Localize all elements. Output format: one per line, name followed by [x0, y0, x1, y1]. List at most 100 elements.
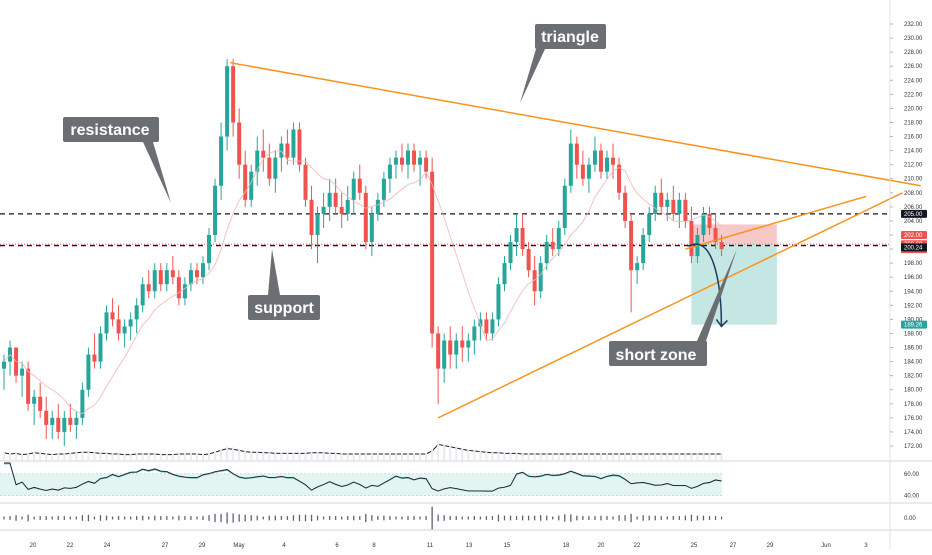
candle-down — [460, 340, 465, 348]
candle-up — [556, 227, 561, 250]
moving-average-line — [3, 150, 722, 415]
price-tick-label: 210.00 — [904, 177, 923, 183]
date-label: 27 — [162, 543, 169, 549]
callout-resistance[interactable]: resistance — [63, 117, 171, 203]
candle-down — [243, 164, 248, 200]
candle-down — [412, 150, 417, 165]
triangle-upper — [229, 61, 921, 187]
candle-down — [719, 242, 724, 250]
candle-down — [617, 164, 622, 193]
candle-down — [448, 340, 453, 355]
price-tick-label: 232.00 — [904, 22, 923, 28]
candle-up — [490, 319, 495, 334]
price-tick-label: 196.00 — [904, 275, 923, 281]
date-label: 27 — [730, 543, 737, 549]
candle-up — [255, 150, 260, 172]
candle-up — [122, 326, 127, 334]
price-tick-label: 198.00 — [904, 261, 923, 267]
price-tick-label: 208.00 — [904, 191, 923, 197]
arrow-head — [715, 318, 728, 328]
price-tick-label: 176.00 — [904, 416, 923, 422]
candle-up — [514, 227, 519, 243]
candle-up — [327, 192, 332, 207]
down-arrow-icon — [688, 243, 728, 328]
candle-up — [104, 312, 109, 334]
callout-short-zone[interactable]: short zone — [609, 249, 737, 366]
candle-down — [110, 312, 115, 320]
candle-up — [605, 157, 609, 172]
candle-down — [176, 277, 181, 299]
price-tag-label: 205.00 — [904, 212, 923, 218]
candle-up — [2, 361, 6, 369]
price-tag: 189.26 — [901, 320, 927, 329]
price-tag-label: 200.24 — [904, 245, 923, 251]
price-tick-label: 178.00 — [904, 402, 923, 408]
date-label: 11 — [427, 543, 434, 549]
price-tick-label: 204.00 — [904, 219, 923, 225]
price-tick-label: 188.00 — [904, 331, 923, 337]
horizontal-levels[interactable] — [0, 213, 890, 247]
candle-up — [62, 417, 67, 432]
candle-down — [339, 206, 344, 214]
candle-up — [164, 270, 169, 285]
callouts[interactable]: triangle resistance support short zone — [63, 24, 737, 366]
candle-up — [213, 185, 218, 235]
price-tick-label: 192.00 — [904, 303, 923, 309]
price-scale[interactable]: 232.00 230.00 228.00 226.00 224.00 222.00 220.… — [889, 0, 923, 550]
candle-up — [568, 143, 573, 186]
candle-up — [351, 178, 356, 200]
date-label: 13 — [466, 543, 473, 549]
candle-down — [267, 157, 272, 179]
candle-up — [291, 129, 296, 158]
candle-down — [574, 143, 579, 165]
callout-triangle[interactable]: triangle — [520, 24, 606, 103]
oscillator-tick-label: 40.00 — [904, 494, 920, 500]
candle-down — [671, 199, 676, 214]
candle-down — [689, 220, 694, 257]
candle-down — [683, 199, 688, 221]
candle-down — [38, 396, 43, 411]
price-tick-label: 174.00 — [904, 430, 923, 436]
callout-support[interactable]: support — [248, 249, 320, 320]
candle-down — [713, 227, 718, 243]
date-label: 29 — [199, 543, 206, 549]
price-tag: 200.24 — [901, 243, 927, 252]
candle-up — [406, 150, 411, 165]
candle-down — [357, 178, 362, 193]
price-tick-label: 194.00 — [904, 289, 923, 295]
oscillator-line — [4, 462, 722, 492]
oscillator-pane: 60.00 40.00 — [0, 462, 920, 500]
price-tick-label: 186.00 — [904, 346, 923, 352]
time-axis[interactable]: 20 22 24 27 29 May 4 6 8 11 13 15 18 20 22 25 27 29 Jun 3 — [30, 543, 869, 549]
date-label: 25 — [691, 543, 698, 549]
price-tick-label: 190.00 — [904, 317, 923, 323]
candle-down — [707, 213, 712, 228]
candle-up — [454, 340, 459, 355]
candle-down — [520, 227, 525, 250]
candle-up — [128, 319, 133, 327]
price-tag-bg — [901, 243, 927, 252]
candle-down — [532, 270, 537, 292]
candle-up — [508, 242, 513, 264]
candle-down — [44, 410, 49, 425]
candle-up — [20, 368, 25, 376]
candle-down — [363, 192, 368, 243]
candle-up — [225, 66, 230, 137]
candle-up — [677, 199, 682, 214]
price-tag-bg — [901, 320, 927, 329]
candle-up — [665, 199, 670, 207]
candle-up — [315, 213, 320, 235]
price-tick-label: 228.00 — [904, 50, 923, 56]
candle-down — [580, 164, 585, 179]
triangle-trendlines[interactable] — [229, 61, 921, 419]
candle-down — [26, 368, 31, 404]
candle-up — [538, 263, 543, 292]
date-label: 29 — [767, 543, 774, 549]
candle-down — [399, 157, 404, 165]
price-tag-bg — [901, 231, 927, 239]
candle-down — [526, 249, 531, 271]
candle-up — [80, 389, 85, 418]
candlestick-series — [2, 59, 724, 446]
